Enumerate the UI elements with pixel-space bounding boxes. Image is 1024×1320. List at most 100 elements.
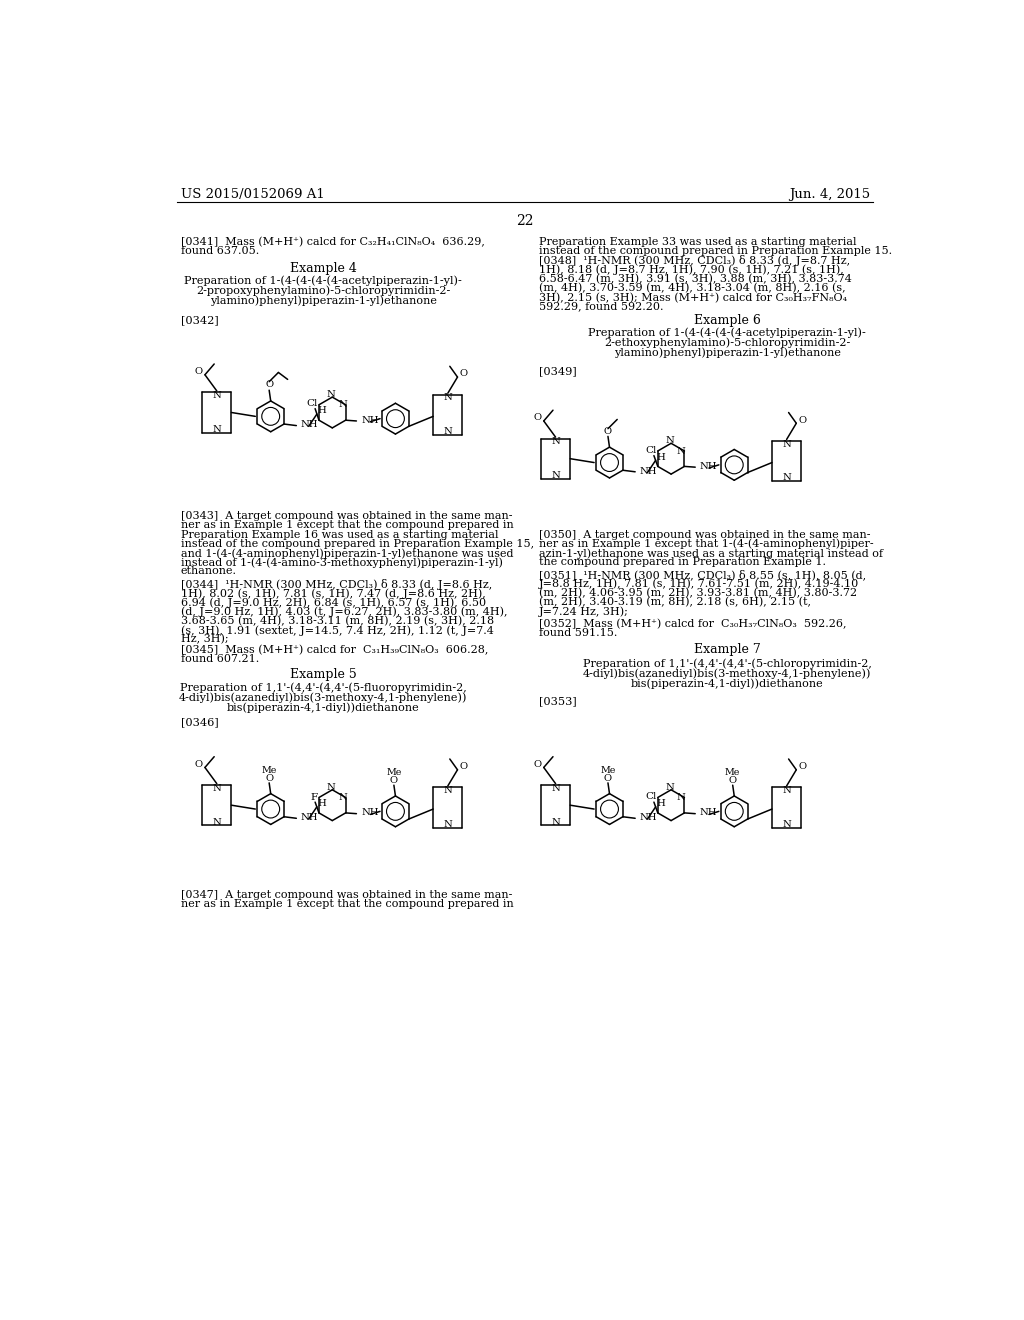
Text: [0347]  A target compound was obtained in the same man-: [0347] A target compound was obtained in…: [180, 890, 512, 900]
Text: Preparation of 1-(4-(4-(4-(4-acetylpiperazin-1-yl)-: Preparation of 1-(4-(4-(4-(4-acetylpiper…: [184, 276, 462, 286]
Text: 592.29, found 592.20.: 592.29, found 592.20.: [539, 302, 664, 312]
Text: O: O: [799, 416, 807, 425]
Text: (m, 2H), 4.06-3.95 (m, 2H), 3.93-3.81 (m, 4H), 3.80-3.72: (m, 2H), 4.06-3.95 (m, 2H), 3.93-3.81 (m…: [539, 589, 857, 598]
Text: instead of 1-(4-(4-amino-3-methoxyphenyl)piperazin-1-yl): instead of 1-(4-(4-amino-3-methoxyphenyl…: [180, 557, 503, 568]
Text: ylamino)phenyl)piperazin-1-yl)ethanone: ylamino)phenyl)piperazin-1-yl)ethanone: [613, 348, 841, 359]
Text: N: N: [782, 787, 791, 795]
Text: NH: NH: [301, 813, 318, 822]
Text: O: O: [265, 774, 273, 783]
Text: Cl: Cl: [306, 399, 317, 408]
Text: Example 6: Example 6: [694, 314, 761, 327]
Text: bis(piperazin-4,1-diyl))diethanone: bis(piperazin-4,1-diyl))diethanone: [631, 678, 823, 689]
Text: N: N: [666, 783, 674, 792]
Text: Jun. 4, 2015: Jun. 4, 2015: [788, 187, 869, 201]
Text: N: N: [212, 425, 221, 434]
Text: Cl: Cl: [645, 446, 656, 454]
Text: [0350]  A target compound was obtained in the same man-: [0350] A target compound was obtained in…: [539, 529, 870, 540]
Text: O: O: [729, 776, 736, 785]
Text: Hz, 3H);: Hz, 3H);: [180, 635, 228, 644]
Text: [0342]: [0342]: [180, 315, 218, 326]
Text: Me: Me: [386, 768, 401, 777]
Text: N: N: [666, 437, 674, 445]
Text: 4-diyl)bis(azanediyl)bis(3-methoxy-4,1-phenylene)): 4-diyl)bis(azanediyl)bis(3-methoxy-4,1-p…: [179, 692, 467, 702]
Text: 6.58-6.47 (m, 3H), 3.91 (s, 3H), 3.88 (m, 3H), 3.83-3.74: 6.58-6.47 (m, 3H), 3.91 (s, 3H), 3.88 (m…: [539, 275, 852, 284]
Text: and 1-(4-(4-aminophenyl)piperazin-1-yl)ethanone was used: and 1-(4-(4-aminophenyl)piperazin-1-yl)e…: [180, 548, 513, 558]
Text: Preparation of 1,1'-(4,4'-(4,4'-(5-chloropyrimidin-2,: Preparation of 1,1'-(4,4'-(4,4'-(5-chlor…: [583, 659, 871, 669]
Text: O: O: [534, 413, 542, 422]
Text: the compound prepared in Preparation Example 1.: the compound prepared in Preparation Exa…: [539, 557, 825, 568]
Text: O: O: [534, 760, 542, 768]
Text: O: O: [460, 762, 468, 771]
Text: found 607.21.: found 607.21.: [180, 655, 259, 664]
Text: N: N: [443, 428, 453, 436]
Text: NH: NH: [361, 416, 379, 425]
Text: [0348]  ¹H-NMR (300 MHz, CDCl₃) δ 8.33 (d, J=8.7 Hz,: [0348] ¹H-NMR (300 MHz, CDCl₃) δ 8.33 (d…: [539, 256, 850, 267]
Text: 1H), 8.18 (d, J=8.7 Hz, 1H), 7.90 (s, 1H), 7.21 (s, 1H),: 1H), 8.18 (d, J=8.7 Hz, 1H), 7.90 (s, 1H…: [539, 264, 844, 276]
Text: found 637.05.: found 637.05.: [180, 246, 259, 256]
Text: 1H), 8.02 (s, 1H), 7.81 (s, 1H), 7.47 (d, J=8.6 Hz, 2H),: 1H), 8.02 (s, 1H), 7.81 (s, 1H), 7.47 (d…: [180, 589, 485, 599]
Text: 22: 22: [516, 214, 534, 228]
Text: instead of the compound prepared in Preparation Example 15,: instead of the compound prepared in Prep…: [180, 539, 534, 549]
Text: (s, 3H), 1.91 (sextet, J=14.5, 7.4 Hz, 2H), 1.12 (t, J=7.4: (s, 3H), 1.91 (sextet, J=14.5, 7.4 Hz, 2…: [180, 626, 494, 636]
Text: ner as in Example 1 except that 1-(4-(4-aminophenyl)piper-: ner as in Example 1 except that 1-(4-(4-…: [539, 539, 873, 549]
Text: [0345]  Mass (M+H⁺) calcd for  C₃₁H₃₉ClN₈O₃  606.28,: [0345] Mass (M+H⁺) calcd for C₃₁H₃₉ClN₈O…: [180, 645, 488, 656]
Text: [0344]  ¹H-NMR (300 MHz, CDCl₃) δ 8.33 (d, J=8.6 Hz,: [0344] ¹H-NMR (300 MHz, CDCl₃) δ 8.33 (d…: [180, 578, 492, 590]
Text: N: N: [443, 820, 453, 829]
Text: Cl: Cl: [645, 792, 656, 801]
Text: H: H: [656, 453, 666, 462]
Text: O: O: [265, 380, 273, 389]
Text: NH: NH: [361, 808, 379, 817]
Text: N: N: [551, 471, 560, 480]
Text: O: O: [195, 760, 203, 768]
Text: N: N: [338, 793, 347, 803]
Text: Example 5: Example 5: [290, 668, 356, 681]
Text: [0351]  ¹H-NMR (300 MHz, CDCl₃) δ 8.55 (s, 1H), 8.05 (d,: [0351] ¹H-NMR (300 MHz, CDCl₃) δ 8.55 (s…: [539, 570, 865, 581]
Text: Me: Me: [600, 766, 615, 775]
Text: 6.94 (d, J=9.0 Hz, 2H), 6.84 (s, 1H), 6.57 (s, 1H), 6.50: 6.94 (d, J=9.0 Hz, 2H), 6.84 (s, 1H), 6.…: [180, 597, 485, 609]
Text: NH: NH: [699, 808, 718, 817]
Text: N: N: [212, 784, 221, 793]
Text: Preparation of 1-(4-(4-(4-(4-acetylpiperazin-1-yl)-: Preparation of 1-(4-(4-(4-(4-acetylpiper…: [589, 327, 866, 338]
Text: J=8.8 Hz, 1H), 7.81 (s, 1H), 7.61-7.51 (m, 2H), 4.19-4.10: J=8.8 Hz, 1H), 7.81 (s, 1H), 7.61-7.51 (…: [539, 578, 859, 590]
Text: bis(piperazin-4,1-diyl))diethanone: bis(piperazin-4,1-diyl))diethanone: [226, 702, 420, 713]
Text: NH: NH: [699, 462, 718, 471]
Text: [0343]  A target compound was obtained in the same man-: [0343] A target compound was obtained in…: [180, 511, 512, 521]
Text: Example 7: Example 7: [694, 644, 761, 656]
Text: Example 4: Example 4: [290, 261, 356, 275]
Text: Me: Me: [725, 768, 740, 777]
Text: [0353]: [0353]: [539, 696, 577, 706]
Text: ethanone.: ethanone.: [180, 566, 237, 577]
Text: 2-ethoxyphenylamino)-5-chloropyrimidin-2-: 2-ethoxyphenylamino)-5-chloropyrimidin-2…: [604, 338, 851, 348]
Text: 2-propoxyphenylamino)-5-chloropyrimidin-2-: 2-propoxyphenylamino)-5-chloropyrimidin-…: [196, 285, 451, 296]
Text: N: N: [551, 784, 560, 793]
Text: N: N: [212, 391, 221, 400]
Text: NH: NH: [640, 813, 657, 822]
Text: O: O: [460, 370, 468, 379]
Text: Me: Me: [261, 766, 276, 775]
Text: H: H: [317, 799, 327, 808]
Text: O: O: [604, 774, 612, 783]
Text: O: O: [390, 776, 398, 785]
Text: N: N: [443, 393, 453, 403]
Text: [0352]  Mass (M+H⁺) calcd for  C₃₀H₃₇ClN₈O₃  592.26,: [0352] Mass (M+H⁺) calcd for C₃₀H₃₇ClN₈O…: [539, 619, 846, 630]
Text: N: N: [782, 440, 791, 449]
Text: [0346]: [0346]: [180, 718, 218, 727]
Text: N: N: [327, 783, 335, 792]
Text: azin-1-yl)ethanone was used as a starting material instead of: azin-1-yl)ethanone was used as a startin…: [539, 548, 883, 558]
Text: F: F: [310, 793, 317, 803]
Text: O: O: [799, 762, 807, 771]
Text: ner as in Example 1 except that the compound prepared in: ner as in Example 1 except that the comp…: [180, 520, 513, 531]
Text: 3H), 2.15 (s, 3H); Mass (M+H⁺) calcd for C₃₀H₃₇FN₈O₄: 3H), 2.15 (s, 3H); Mass (M+H⁺) calcd for…: [539, 293, 847, 302]
Text: ner as in Example 1 except that the compound prepared in: ner as in Example 1 except that the comp…: [180, 899, 513, 909]
Text: N: N: [443, 787, 453, 795]
Text: O: O: [604, 428, 612, 436]
Text: Preparation Example 33 was used as a starting material: Preparation Example 33 was used as a sta…: [539, 238, 856, 247]
Text: found 591.15.: found 591.15.: [539, 628, 617, 638]
Text: H: H: [317, 407, 327, 416]
Text: N: N: [338, 400, 347, 409]
Text: N: N: [551, 437, 560, 446]
Text: N: N: [782, 474, 791, 482]
Text: US 2015/0152069 A1: US 2015/0152069 A1: [180, 187, 325, 201]
Text: N: N: [677, 446, 686, 455]
Text: N: N: [551, 817, 560, 826]
